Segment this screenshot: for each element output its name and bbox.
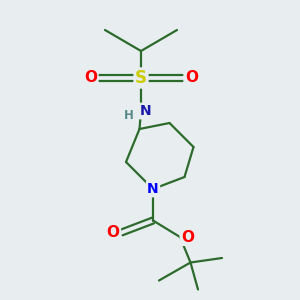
Text: N: N	[140, 104, 151, 118]
Text: O: O	[106, 225, 120, 240]
Text: O: O	[84, 70, 97, 86]
Text: N: N	[147, 182, 159, 196]
Text: S: S	[135, 69, 147, 87]
Text: O: O	[185, 70, 198, 86]
Text: H: H	[124, 109, 133, 122]
Text: O: O	[181, 230, 194, 244]
